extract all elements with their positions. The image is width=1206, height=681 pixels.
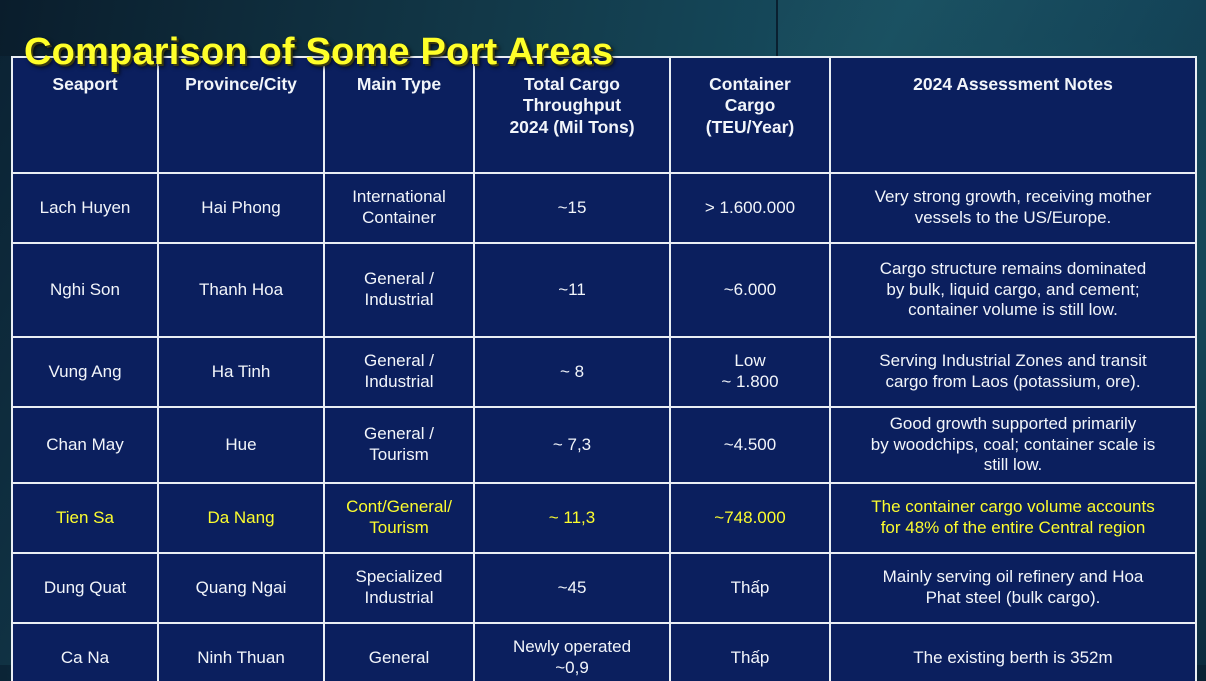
table-header-row: Seaport Province/City Main Type Total Ca… xyxy=(11,56,1197,174)
column-header-container-cargo: Container Cargo (TEU/Year) xyxy=(669,56,831,174)
cell-main-type: General / Industrial xyxy=(323,336,475,408)
cell-total-line-2: ~0,9 xyxy=(555,658,589,677)
cell-assessment-notes: The container cargo volume accounts for … xyxy=(829,482,1197,554)
cell-main-type-line-1: General / xyxy=(364,351,434,371)
cell-container-cargo: Thấp xyxy=(669,622,831,681)
table-row: Nghi Son Thanh Hoa General / Industrial … xyxy=(11,242,1197,338)
cell-total-cargo: ~ 11,3 xyxy=(473,482,671,554)
cell-container-line-2: ~ 1.800 xyxy=(721,372,779,391)
cell-main-type-line-2: Tourism xyxy=(369,518,429,537)
cell-province: Hue xyxy=(157,406,325,484)
cell-container-cargo: ~4.500 xyxy=(669,406,831,484)
cell-container-cargo: ~6.000 xyxy=(669,242,831,338)
cell-main-type-line-2: Industrial xyxy=(364,588,434,607)
cell-notes-line-1: The container cargo volume accounts xyxy=(871,497,1155,517)
cell-main-type-line-1: Specialized xyxy=(355,567,443,587)
column-header-main-type: Main Type xyxy=(323,56,475,174)
cell-assessment-notes: The existing berth is 352m xyxy=(829,622,1197,681)
cell-province: Ha Tinh xyxy=(157,336,325,408)
cell-seaport: Ca Na xyxy=(11,622,159,681)
cell-notes-line-2: by bulk, liquid cargo, and cement; xyxy=(886,279,1140,299)
cell-main-type: General xyxy=(323,622,475,681)
cell-total-cargo: ~ 7,3 xyxy=(473,406,671,484)
cell-seaport: Chan May xyxy=(11,406,159,484)
cell-main-type-line-1: General / xyxy=(364,424,434,444)
column-header-seaport: Seaport xyxy=(11,56,159,174)
cell-notes-line-2: cargo from Laos (potassium, ore). xyxy=(885,372,1141,391)
cell-main-type: General / Industrial xyxy=(323,242,475,338)
cell-container-line-1: Low xyxy=(734,351,766,371)
cell-seaport: Lach Huyen xyxy=(11,172,159,244)
cell-total-line-1: Newly operated xyxy=(512,637,632,657)
cell-total-cargo: ~11 xyxy=(473,242,671,338)
cell-seaport: Tien Sa xyxy=(11,482,159,554)
cell-assessment-notes: Mainly serving oil refinery and Hoa Phat… xyxy=(829,552,1197,624)
cell-main-type: International Container xyxy=(323,172,475,244)
table-row: Dung Quat Quang Ngai Specialized Industr… xyxy=(11,552,1197,624)
cell-container-cargo: > 1.600.000 xyxy=(669,172,831,244)
cell-main-type-line-2: Industrial xyxy=(364,372,434,391)
column-header-container-line-2: Cargo xyxy=(724,95,776,116)
cell-notes-line-1: Very strong growth, receiving mother xyxy=(874,187,1152,207)
port-comparison-table-wrapper: Seaport Province/City Main Type Total Ca… xyxy=(11,56,1197,681)
cell-province: Thanh Hoa xyxy=(157,242,325,338)
cell-notes-line-2: for 48% of the entire Central region xyxy=(880,518,1146,537)
cell-total-cargo: ~ 8 xyxy=(473,336,671,408)
table-row: Chan May Hue General / Tourism ~ 7,3 ~4.… xyxy=(11,406,1197,484)
cell-main-type: General / Tourism xyxy=(323,406,475,484)
cell-total-cargo: Newly operated ~0,9 xyxy=(473,622,671,681)
cell-notes-line-1: Good growth supported primarily xyxy=(889,413,1137,433)
column-header-total-line-2: Throughput xyxy=(522,95,622,116)
title-backdrop-panel xyxy=(0,0,778,56)
column-header-container-line-3: (TEU/Year) xyxy=(705,116,795,137)
cell-main-type-line-1: General / xyxy=(364,269,434,289)
column-header-total-cargo: Total Cargo Throughput 2024 (Mil Tons) xyxy=(473,56,671,174)
cell-container-cargo: Thấp xyxy=(669,552,831,624)
cell-assessment-notes: Good growth supported primarily by woodc… xyxy=(829,406,1197,484)
table-row: Lach Huyen Hai Phong International Conta… xyxy=(11,172,1197,244)
table-row: Ca Na Ninh Thuan General Newly operated … xyxy=(11,622,1197,681)
column-header-assessment-notes: 2024 Assessment Notes xyxy=(829,56,1197,174)
cell-province: Quang Ngai xyxy=(157,552,325,624)
cell-seaport: Dung Quat xyxy=(11,552,159,624)
cell-notes-line-2: vessels to the US/Europe. xyxy=(914,208,1112,227)
table-body: Lach Huyen Hai Phong International Conta… xyxy=(11,172,1197,681)
cell-main-type-line-2: Industrial xyxy=(364,290,434,309)
cell-province: Da Nang xyxy=(157,482,325,554)
table-header: Seaport Province/City Main Type Total Ca… xyxy=(11,56,1197,174)
cell-main-type-line-2: Container xyxy=(362,208,436,227)
cell-total-cargo: ~15 xyxy=(473,172,671,244)
cell-seaport: Vung Ang xyxy=(11,336,159,408)
cell-notes-line-1: Serving Industrial Zones and transit xyxy=(879,351,1147,371)
cell-main-type: Cont/General/ Tourism xyxy=(323,482,475,554)
cell-main-type-line-2: Tourism xyxy=(369,445,429,464)
cell-assessment-notes: Serving Industrial Zones and transit car… xyxy=(829,336,1197,408)
cell-seaport: Nghi Son xyxy=(11,242,159,338)
cell-province: Hai Phong xyxy=(157,172,325,244)
table-row-highlighted: Tien Sa Da Nang Cont/General/ Tourism ~ … xyxy=(11,482,1197,554)
table-row: Vung Ang Ha Tinh General / Industrial ~ … xyxy=(11,336,1197,408)
cell-container-cargo: ~748.000 xyxy=(669,482,831,554)
cell-assessment-notes: Very strong growth, receiving mother ves… xyxy=(829,172,1197,244)
column-header-container-line-1: Container xyxy=(709,74,791,94)
cell-main-type-line-1: International xyxy=(352,187,446,207)
cell-notes-line-1: Cargo structure remains dominated xyxy=(879,258,1147,278)
cell-notes-line-3: still low. xyxy=(983,455,1043,475)
cell-main-type-line-1: Cont/General/ xyxy=(346,497,452,517)
cell-notes-line-3: container volume is still low. xyxy=(908,300,1118,320)
cell-province: Ninh Thuan xyxy=(157,622,325,681)
cell-assessment-notes: Cargo structure remains dominated by bul… xyxy=(829,242,1197,338)
page-title: Comparison of Some Port Areas xyxy=(24,31,614,74)
column-header-total-line-1: Total Cargo xyxy=(524,74,620,94)
column-header-province: Province/City xyxy=(157,56,325,174)
cell-total-cargo: ~45 xyxy=(473,552,671,624)
cell-notes-line-2: Phat steel (bulk cargo). xyxy=(925,588,1101,607)
cell-notes-line-1: Mainly serving oil refinery and Hoa xyxy=(882,567,1144,587)
cell-main-type: Specialized Industrial xyxy=(323,552,475,624)
port-comparison-table: Seaport Province/City Main Type Total Ca… xyxy=(11,56,1197,681)
cell-container-cargo: Low ~ 1.800 xyxy=(669,336,831,408)
column-header-total-line-3: 2024 (Mil Tons) xyxy=(509,116,635,137)
cell-notes-line-2: by woodchips, coal; container scale is xyxy=(870,434,1156,454)
